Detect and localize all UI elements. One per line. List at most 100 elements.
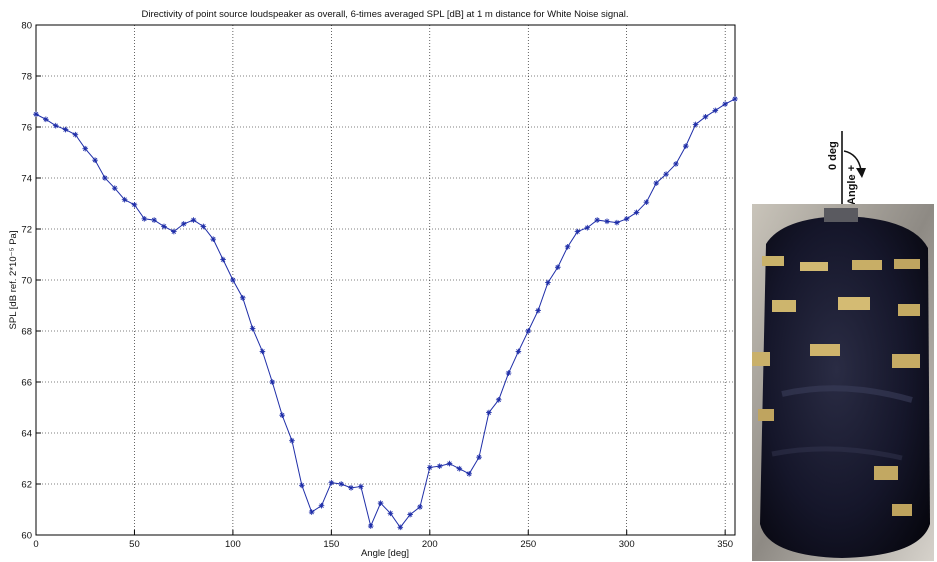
y-tick-label: 72 (21, 225, 32, 236)
data-point-marker (279, 412, 285, 418)
data-point-marker (338, 481, 344, 487)
tape-strip (800, 262, 828, 271)
tape-strip (772, 300, 796, 312)
x-tick-label: 350 (717, 539, 733, 550)
tape-strip (892, 354, 920, 368)
data-point-marker (328, 479, 335, 486)
data-point-marker (43, 116, 49, 123)
x-tick-label: 200 (422, 539, 438, 550)
data-point-marker (308, 509, 315, 515)
data-point-marker (545, 279, 551, 286)
data-point-marker (682, 143, 689, 149)
rotation-direction-arrow (843, 150, 862, 171)
data-point-marker (259, 348, 266, 355)
data-point-marker (702, 114, 709, 120)
data-point-marker (722, 101, 728, 107)
y-tick-label: 74 (21, 174, 32, 185)
data-point-marker (466, 471, 472, 477)
y-tick-label: 70 (21, 276, 32, 287)
data-point-marker (594, 217, 600, 223)
data-point-marker (505, 370, 512, 376)
data-point-marker (82, 145, 89, 152)
y-tick-label: 64 (21, 429, 32, 440)
data-point-marker (515, 348, 522, 355)
data-point-marker (387, 510, 394, 517)
data-point-marker (200, 223, 207, 230)
data-point-marker (180, 221, 187, 227)
x-tick-label: 300 (619, 539, 635, 550)
data-point-marker (230, 277, 236, 283)
y-tick-label: 78 (21, 72, 32, 83)
y-tick-label: 60 (21, 531, 32, 542)
data-point-marker (525, 328, 532, 334)
y-tick-label: 68 (21, 327, 32, 338)
data-point-marker (663, 171, 669, 177)
data-point-marker (554, 264, 561, 271)
tape-strip (894, 259, 920, 269)
tape-strip (810, 344, 840, 356)
data-point-marker (358, 483, 364, 490)
tape-highlight (771, 446, 903, 461)
spl-series-markers (33, 96, 738, 531)
data-point-marker (574, 228, 581, 235)
y-axis-ticks: 60 62 64 66 68 70 72 74 76 78 80 (21, 21, 41, 542)
data-point-marker (220, 256, 226, 263)
chart-title: Directivity of point source loudspeaker … (141, 9, 628, 20)
data-point-marker (614, 219, 620, 226)
data-point-marker (131, 201, 138, 208)
data-point-marker (52, 122, 59, 129)
x-axis-ticks: 0 50 100 150 200 250 300 350 (33, 530, 733, 550)
loudspeaker-photo (752, 204, 934, 561)
data-point-marker (92, 157, 98, 163)
x-tick-label: 0 (33, 539, 38, 550)
tape-strip (762, 256, 784, 266)
zero-degree-label: 0 deg (827, 141, 839, 170)
tape-strip (752, 352, 770, 366)
y-tick-label: 80 (21, 21, 32, 32)
data-point-marker (712, 107, 719, 114)
data-point-marker (33, 111, 39, 118)
y-tick-label: 62 (21, 480, 32, 491)
speaker-top-plate (824, 208, 858, 222)
data-point-marker (377, 500, 384, 506)
data-point-marker (476, 454, 482, 461)
data-point-marker (495, 397, 502, 403)
tape-strip (874, 466, 898, 480)
tape-strip (852, 260, 882, 270)
tape-strip (838, 297, 870, 310)
x-axis-label: Angle [deg] (361, 548, 409, 559)
spl-series-line (35, 98, 736, 529)
data-point-marker (486, 409, 492, 416)
data-point-marker (348, 485, 354, 491)
tape-strip (758, 409, 774, 421)
tape-highlight (781, 385, 913, 403)
tape-strip (898, 304, 920, 316)
data-point-marker (299, 482, 305, 489)
data-point-marker (397, 524, 404, 531)
data-point-marker (446, 460, 453, 467)
data-point-marker (62, 126, 69, 133)
data-point-marker (633, 209, 640, 216)
data-point-marker (190, 217, 197, 223)
data-point-marker (427, 464, 433, 471)
data-point-marker (417, 504, 423, 510)
data-point-marker (151, 217, 157, 223)
data-point-marker (653, 180, 660, 186)
data-point-marker (673, 161, 679, 167)
data-point-marker (210, 236, 217, 242)
data-point-marker (318, 502, 325, 509)
x-tick-label: 250 (520, 539, 536, 550)
data-point-marker (102, 175, 108, 181)
data-point-marker (564, 244, 571, 250)
y-tick-label: 66 (21, 378, 32, 389)
data-point-marker (269, 379, 276, 385)
data-point-marker (584, 224, 591, 231)
y-axis-label: SPL [dB ref. 2*10⁻⁵ Pa] (8, 231, 19, 330)
data-point-marker (289, 437, 295, 444)
data-point-marker (732, 96, 738, 102)
data-point-marker (436, 463, 443, 469)
data-point-marker (407, 511, 413, 518)
data-point-marker (535, 307, 541, 314)
rotation-arrowhead-icon (856, 168, 866, 178)
